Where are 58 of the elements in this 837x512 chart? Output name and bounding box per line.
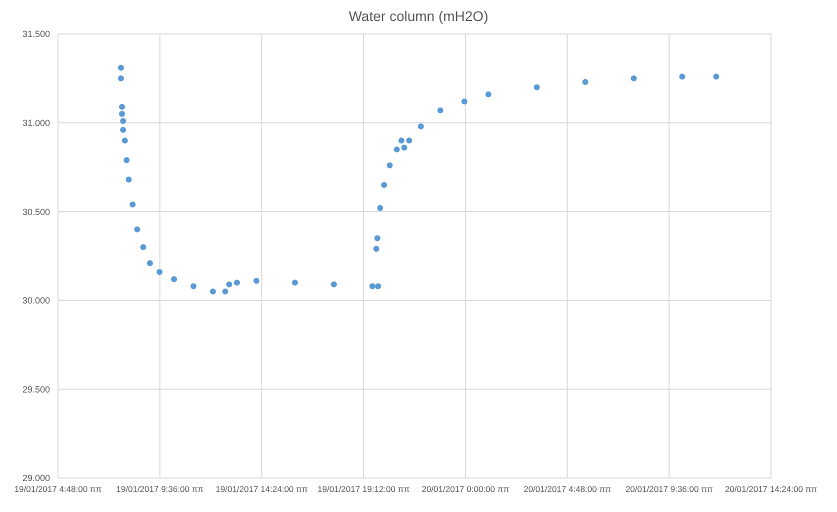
y-tick-label: 31.000	[22, 118, 50, 128]
y-tick-label: 30.500	[22, 206, 50, 217]
point	[369, 283, 376, 290]
x-tick-label: 20/01/2017 0:00:00 ππ	[422, 484, 510, 494]
point	[120, 126, 126, 133]
point	[226, 281, 232, 288]
point	[630, 75, 637, 82]
point	[190, 283, 196, 290]
point	[120, 118, 126, 124]
point	[130, 201, 136, 208]
point	[210, 288, 216, 295]
point	[381, 182, 388, 188]
point	[124, 157, 130, 164]
point	[373, 246, 380, 252]
point	[374, 235, 380, 242]
point	[330, 281, 337, 288]
point	[582, 78, 588, 85]
point	[418, 123, 424, 130]
point	[398, 138, 404, 144]
point	[437, 107, 444, 114]
point	[292, 280, 298, 286]
y-tick-label: 29.000	[22, 473, 50, 484]
x-tick-label: 19/01/2017 4:48:00 ππ	[14, 484, 102, 494]
point	[118, 64, 124, 71]
point	[401, 144, 408, 151]
point	[118, 75, 124, 82]
x-tick-label: 20/01/2017 9:36:00 ππ	[625, 484, 713, 494]
y-tick-label: 29.500	[22, 384, 50, 394]
y-tick-label: 31.500	[22, 29, 50, 40]
point	[134, 226, 140, 232]
point	[119, 104, 126, 110]
point	[119, 110, 126, 117]
point	[146, 260, 153, 266]
point	[713, 74, 720, 80]
point	[140, 244, 146, 250]
point	[253, 278, 260, 284]
point	[534, 84, 540, 90]
point	[126, 176, 132, 183]
point	[406, 138, 412, 144]
y-tick-label: 30.000	[22, 296, 50, 306]
x-tick-label: 20/01/2017 4:48:00 ππ	[524, 484, 612, 494]
x-tick-label: 19/01/2017 9:36:00 ππ	[116, 484, 204, 494]
point	[156, 268, 163, 275]
point	[375, 283, 382, 290]
point	[377, 205, 384, 212]
point	[679, 74, 686, 80]
point	[234, 280, 240, 286]
point	[394, 146, 400, 152]
x-tick-label: 19/01/2017 14:24:00 ππ	[216, 484, 308, 494]
point	[171, 276, 178, 282]
point	[122, 138, 128, 144]
chart-title: Water column (mH2O)	[348, 8, 490, 24]
x-tick-label: 20/01/2017 14:24:00 ππ	[724, 484, 818, 494]
point	[222, 288, 228, 295]
x-tick-label: 19/01/2017 19:12:00 ππ	[318, 484, 410, 494]
point	[485, 91, 492, 98]
point	[461, 98, 468, 104]
point	[386, 162, 393, 168]
